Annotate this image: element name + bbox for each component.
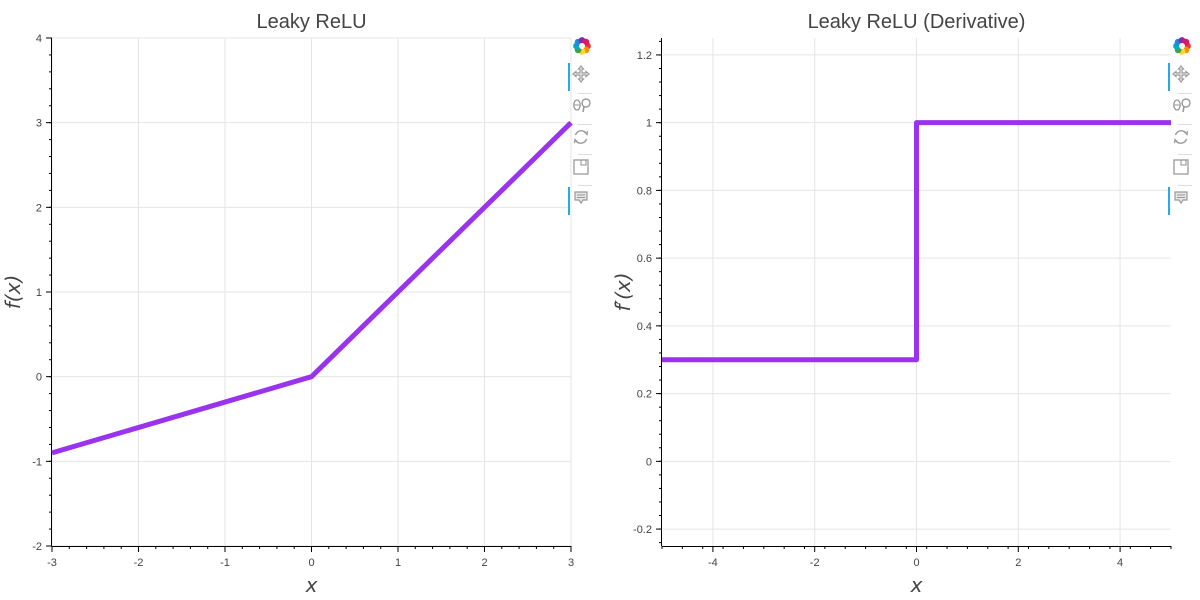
y-tick-label: 3 [36, 118, 42, 130]
chart-toolbar [1168, 36, 1200, 226]
save-icon[interactable] [572, 158, 598, 182]
toolbar-separator [578, 185, 592, 186]
x-tick-label: -3 [47, 557, 57, 569]
y-tick-label: 1 [646, 118, 652, 130]
minor-ticks [659, 40, 1172, 549]
series-line [662, 120, 1171, 363]
x-tick-label: -2 [810, 557, 820, 569]
bokeh-logo-icon[interactable] [1172, 36, 1198, 60]
hover-icon[interactable] [572, 189, 598, 213]
active-tool-indicator [1168, 187, 1170, 215]
active-tool-indicator [1168, 63, 1170, 91]
x-tick-label: 2 [481, 557, 487, 569]
y-tick-label: 0.2 [637, 389, 652, 401]
y-tick-label: 0.4 [637, 321, 652, 333]
wheel-zoom-icon[interactable] [1172, 96, 1198, 120]
y-tick-label: 0 [646, 456, 652, 468]
x-tick-label: 0 [913, 557, 919, 569]
toolbar-separator [1178, 93, 1192, 94]
chart-title: Leaky ReLU [256, 11, 366, 33]
toolbar-separator [1178, 185, 1192, 186]
y-tick-label: -1 [32, 456, 42, 468]
x-tick-label: 2 [1015, 557, 1021, 569]
chart-panel-leaky-relu: -3 -2 -1 0 1 2 3 -2 -1 0 1 2 3 4 Leaky ReLU x f(x) [1, 11, 602, 597]
reset-icon[interactable] [572, 128, 598, 152]
minor-ticks [49, 37, 572, 549]
x-tick-label: 1 [395, 557, 401, 569]
chart-panel-leaky-relu-derivative: -4 -2 0 2 4 -0.2 0 0.2 0.4 0.6 0.8 1 1.2 Leaky ReLU (… [600, 0, 1200, 600]
hover-icon[interactable] [1172, 189, 1198, 213]
y-tick-label: 0 [36, 372, 42, 384]
y-tick-label: -0.2 [633, 524, 652, 536]
toolbar-separator [1178, 154, 1192, 155]
pan-icon[interactable] [1172, 65, 1198, 89]
x-tick-label: -2 [134, 557, 144, 569]
y-tick-label: -2 [32, 541, 42, 553]
bokeh-logo-icon[interactable] [572, 36, 598, 60]
y-tick-label: 4 [36, 33, 42, 45]
reset-icon[interactable] [1172, 128, 1198, 152]
y-tick-label: 0.6 [637, 253, 652, 265]
toolbar-separator [578, 93, 592, 94]
x-tick-label: -1 [220, 557, 230, 569]
chart-title: Leaky ReLU (Derivative) [808, 11, 1026, 33]
chart-toolbar [568, 36, 602, 226]
y-tick-label: 2 [36, 202, 42, 214]
series-line [51, 120, 573, 456]
toolbar-separator [578, 154, 592, 155]
chart-leaky-relu: -3 -2 -1 0 1 2 3 -2 -1 0 1 2 3 4 Leaky ReLU x f(x) [1, 11, 574, 597]
y-tick-label: 1.2 [637, 50, 652, 62]
x-tick-label: 4 [1117, 557, 1123, 569]
toolbar-separator [1178, 124, 1192, 125]
pan-icon[interactable] [572, 65, 598, 89]
y-axis-label: f′(x) [611, 272, 635, 311]
x-tick-label: 0 [308, 557, 314, 569]
y-tick-label: 1 [36, 287, 42, 299]
chart-leaky-relu-derivative: -4 -2 0 2 4 -0.2 0 0.2 0.4 0.6 0.8 1 1.2 Leaky ReLU (… [611, 11, 1172, 597]
y-tick-label: 0.8 [637, 185, 652, 197]
toolbar-separator [578, 124, 592, 125]
active-tool-indicator [568, 63, 570, 91]
x-tick-label: -4 [708, 557, 718, 569]
y-axis-label: f(x) [1, 275, 25, 309]
wheel-zoom-icon[interactable] [572, 96, 598, 120]
x-axis-label: x [305, 573, 318, 597]
x-axis-label: x [910, 573, 923, 597]
x-tick-label: 3 [568, 557, 574, 569]
active-tool-indicator [568, 187, 570, 215]
save-icon[interactable] [1172, 158, 1198, 182]
grid [51, 37, 572, 547]
